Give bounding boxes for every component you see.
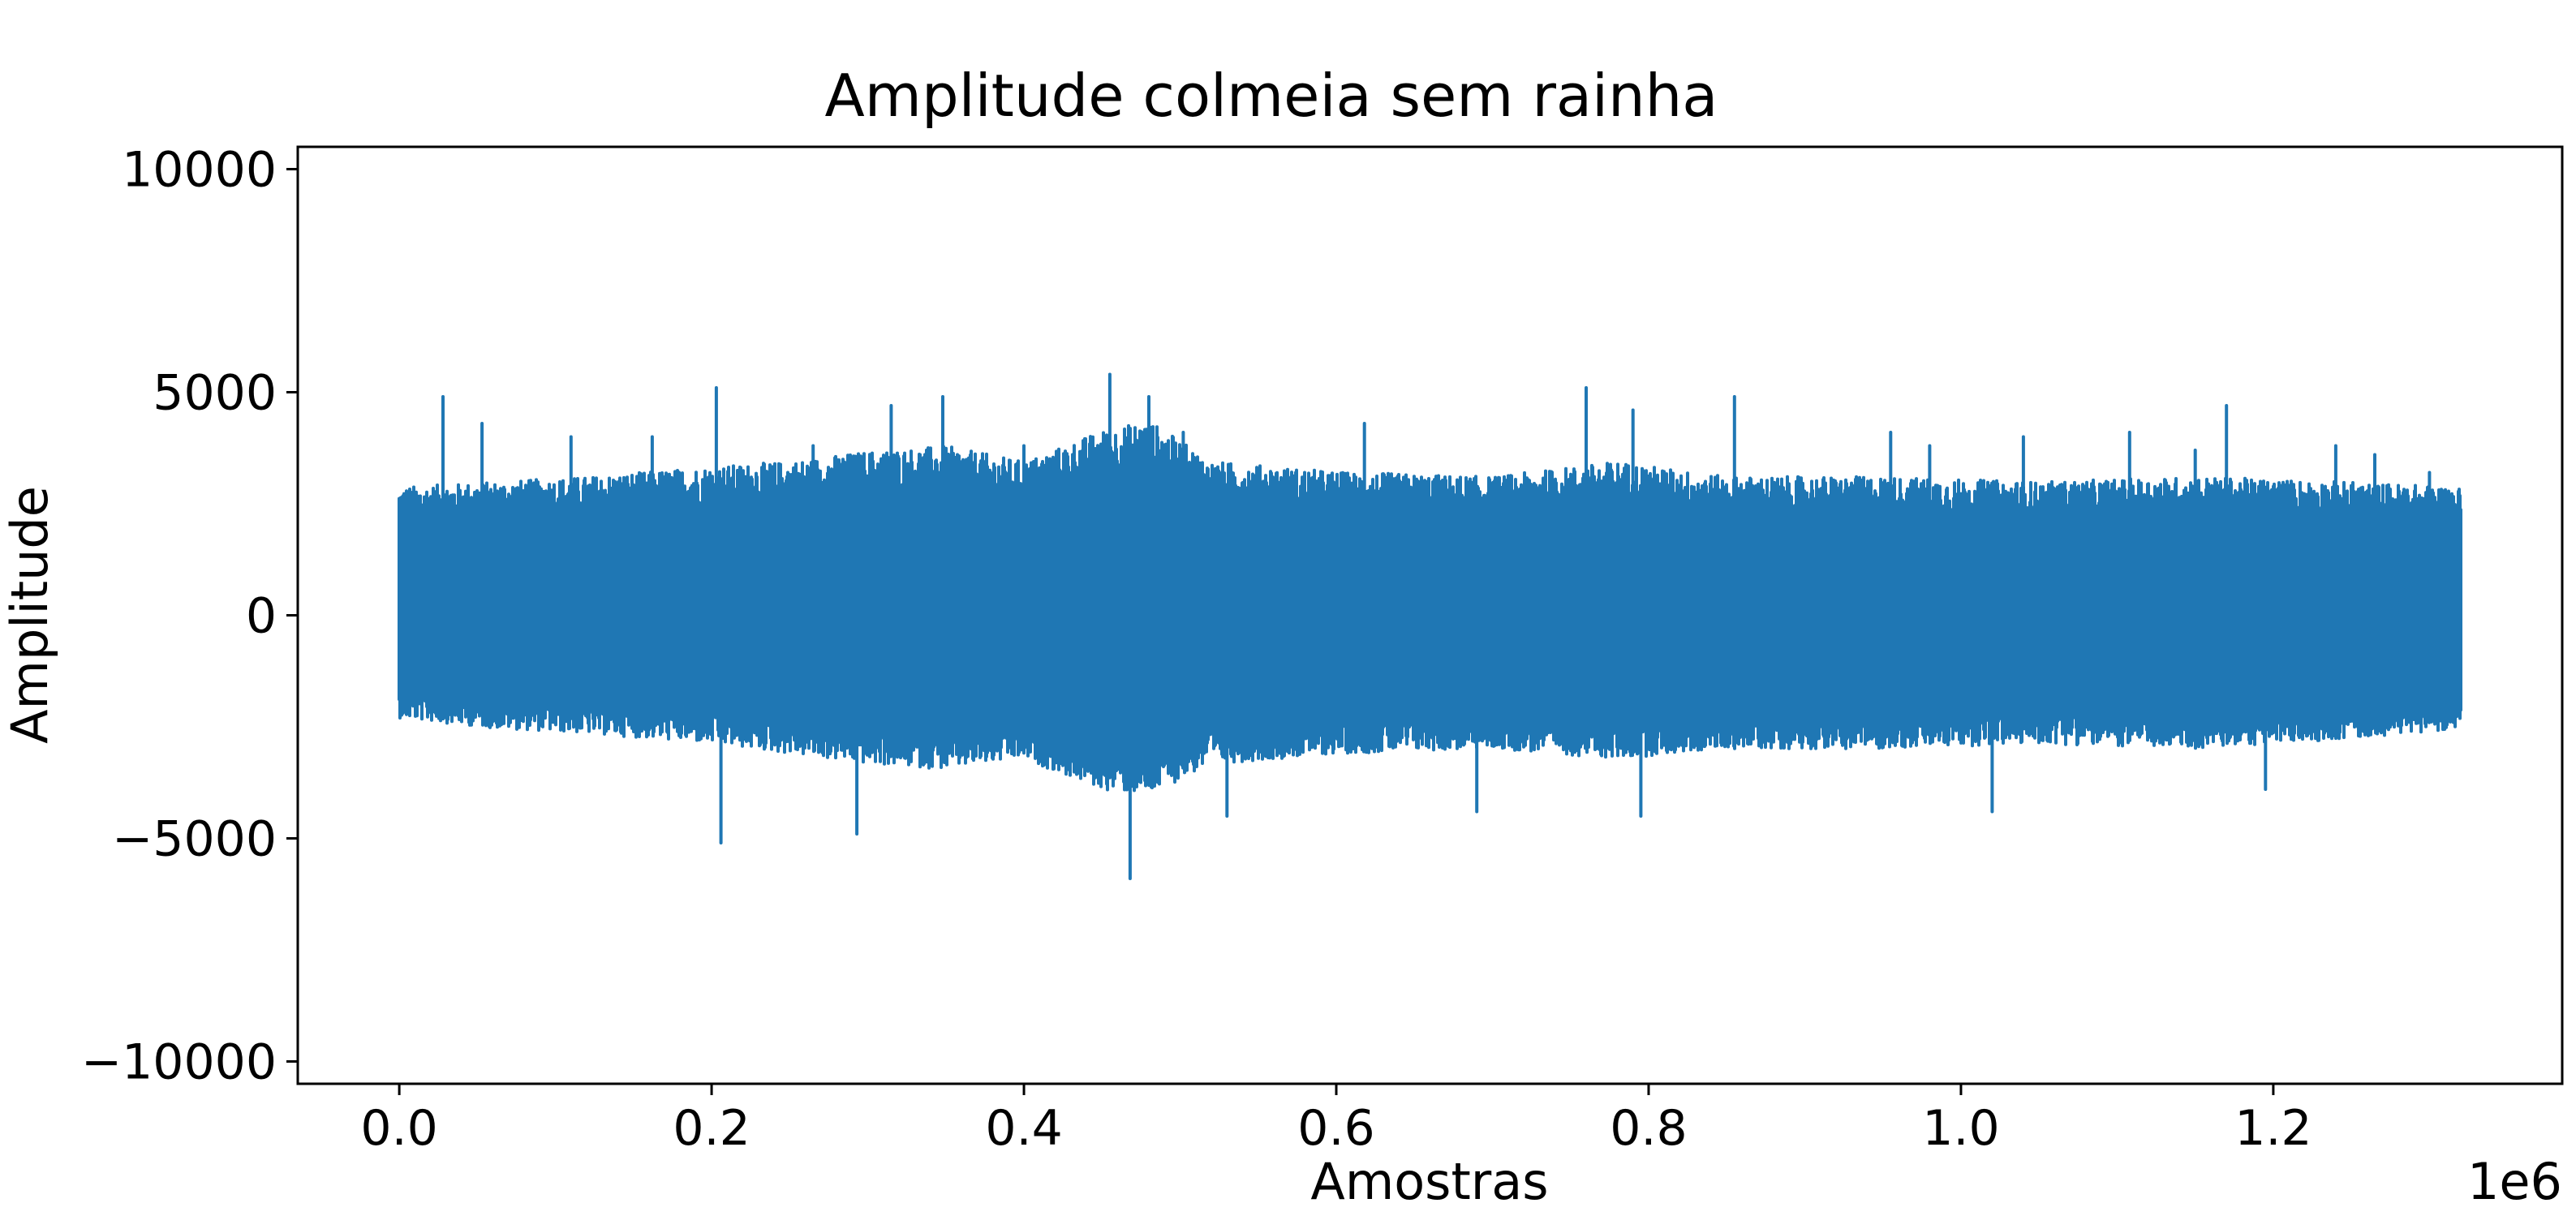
x-tick-label: 0.6 [1297,1100,1374,1157]
x-axis-offset-label: 1e6 [2467,1152,2562,1211]
x-tick-label: 0.4 [985,1100,1062,1157]
chart-title: Amplitude colmeia sem rainha [825,62,1718,130]
x-tick-label: 0.8 [1610,1100,1687,1157]
series-line-0 [398,372,2462,880]
y-axis: 10000 5000 0 −5000 −10000 [81,142,298,1091]
y-tick-label: −5000 [112,811,277,868]
x-tick-label: 1.2 [2234,1100,2312,1157]
x-axis-label: Amostras [1310,1152,1548,1211]
x-tick-label: 1.0 [1922,1100,1999,1157]
series-layer [398,372,2462,880]
x-tick-label: 0.2 [673,1100,750,1157]
y-tick-label: 10000 [122,142,277,199]
y-tick-label: 5000 [153,365,277,422]
y-tick-label: 0 [246,588,277,645]
x-axis: 0.0 0.2 0.4 0.6 0.8 1.0 1.2 [360,1084,2312,1157]
plot-area [296,145,2564,1085]
y-axis-label: Amplitude [0,486,59,744]
x-tick-label: 0.0 [360,1100,437,1157]
y-tick-label: −10000 [81,1034,277,1091]
